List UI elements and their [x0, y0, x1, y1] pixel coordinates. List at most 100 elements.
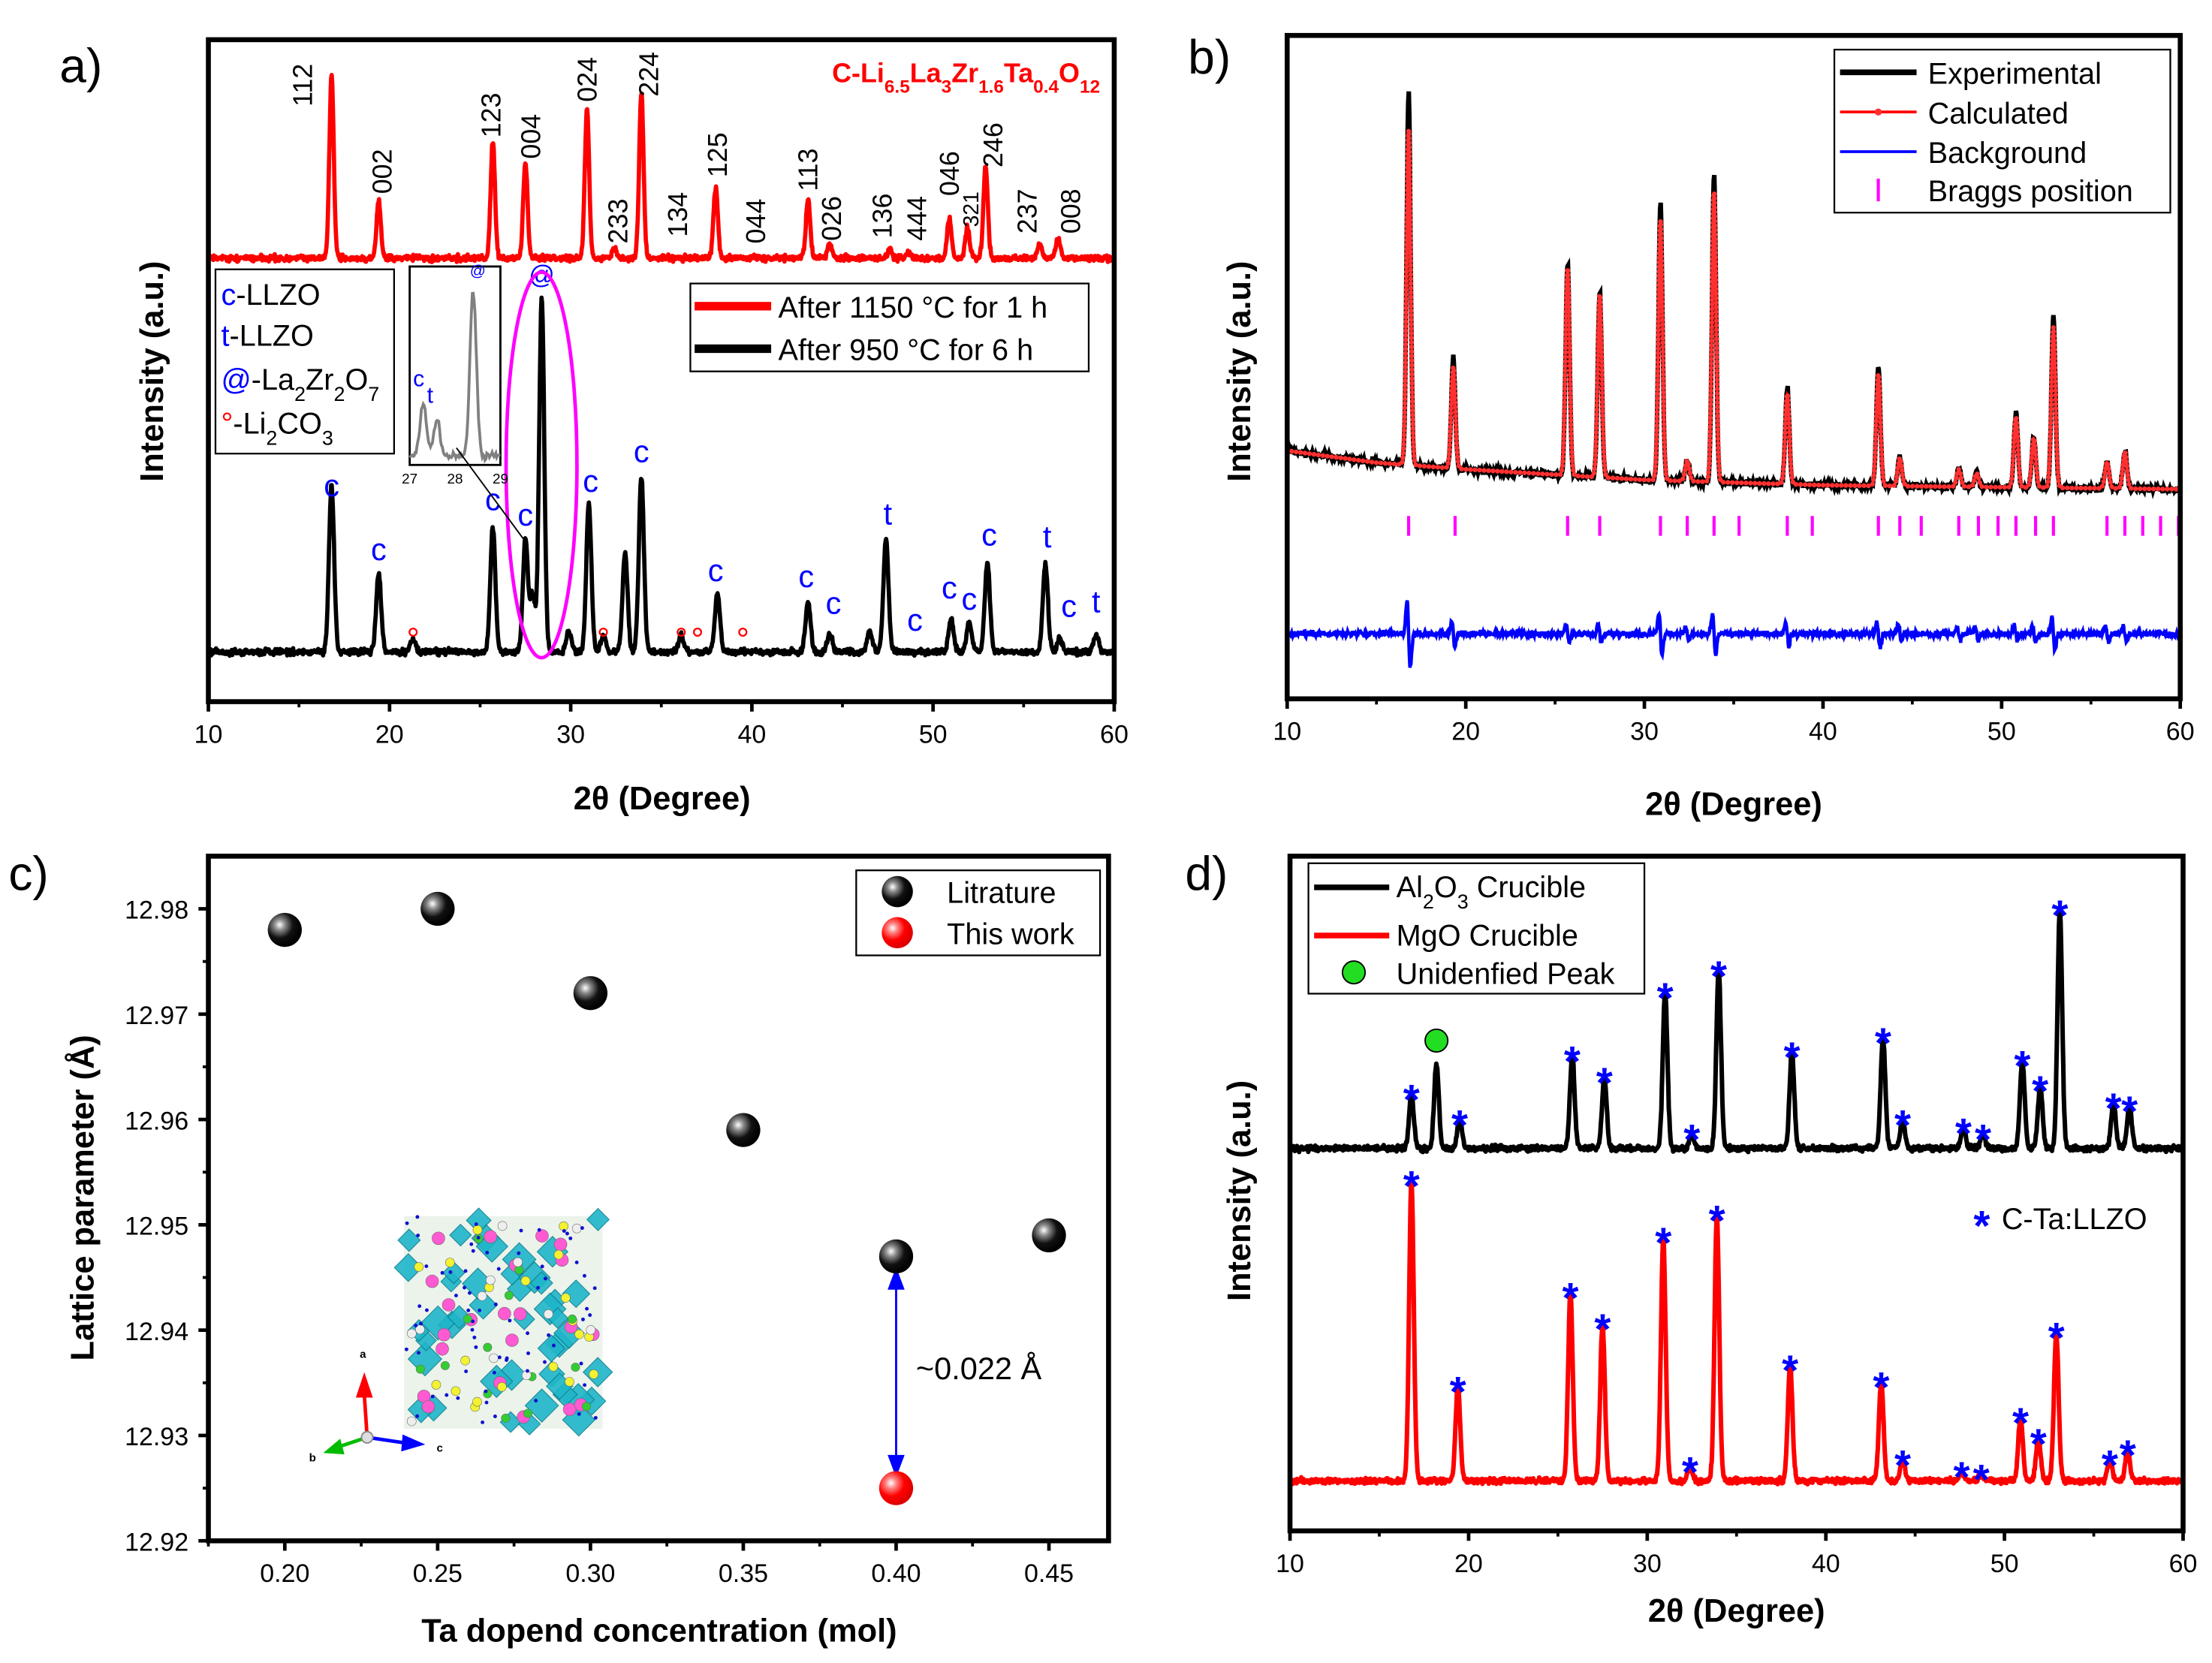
crystal-atom	[484, 1230, 498, 1243]
legend-marker	[1341, 960, 1367, 985]
x-tick-label: 10	[1273, 718, 1301, 746]
x-tick-label: 20	[375, 720, 404, 749]
panel-b-x-title: 2θ (Degree)	[1645, 787, 1822, 823]
axis-a-arrowhead	[355, 1372, 373, 1398]
crystal-oxygen-atom	[414, 1324, 418, 1327]
axis-b-arrowhead	[323, 1439, 345, 1455]
li2co3-marker	[408, 627, 418, 637]
phase-annotation: c	[907, 602, 923, 637]
ta-llzo-peak-marker: *	[2120, 1433, 2136, 1480]
ta-llzo-peak-marker: *	[1657, 975, 1674, 1022]
inset-tick-label: 27	[402, 471, 417, 487]
ta-llzo-peak-marker: *	[1782, 1347, 1798, 1394]
panel-a-xrd-chart: 10 20 30 40 50 60C-Li6.5La3Zr1.6Ta0.4O1211200…	[194, 37, 1129, 749]
phase-annotation: c	[826, 585, 842, 620]
phase-legend-item: c-LLZO	[222, 279, 321, 312]
phase-annotation: @	[529, 261, 554, 289]
crystal-atom	[451, 1386, 461, 1396]
crystal-atom	[562, 1402, 577, 1417]
literature-point	[420, 891, 455, 926]
crystal-atom	[463, 1314, 472, 1324]
crystal-atom	[571, 1223, 582, 1234]
phase-annotation: t	[884, 496, 893, 531]
hkl-label: 044	[741, 199, 771, 244]
ta-llzo-peak-marker: *	[1451, 1102, 1468, 1149]
crystal-polyhedron	[447, 1305, 472, 1330]
crystal-oxygen-atom	[415, 1215, 420, 1219]
text-segment: 3	[322, 427, 333, 450]
legend-label: MgO Crucible	[1397, 919, 1578, 952]
crystal-polyhedron	[553, 1317, 585, 1349]
panel-c-x-title: Ta dopend concentration (mol)	[421, 1613, 897, 1649]
ta-llzo-peak-marker: *	[1873, 1364, 1889, 1411]
crystal-oxygen-atom	[496, 1267, 501, 1271]
crystal-atom	[432, 1231, 445, 1246]
hkl-label: 024	[572, 57, 602, 102]
crystal-oxygen-atom	[416, 1234, 420, 1238]
crystal-oxygen-atom	[568, 1236, 573, 1240]
ta-llzo-peak-marker: *	[1894, 1442, 1911, 1490]
al2o3-crucible-line	[1288, 908, 2185, 1155]
hkl-label: 125	[703, 132, 733, 177]
crystal-atom	[477, 1291, 487, 1301]
hkl-label: 237	[1013, 188, 1043, 233]
crystal-atom	[586, 1325, 596, 1335]
ta-llzo-peak-marker: *	[1955, 1110, 1972, 1158]
x-tick-label: 60	[1100, 720, 1129, 749]
crystal-oxygen-atom	[519, 1228, 523, 1233]
legend: Al2O3 Crucible MgO Crucible Unidenfied Pea…	[1307, 862, 1646, 995]
hkl-label: 008	[1056, 188, 1086, 233]
crystal-atom	[513, 1257, 523, 1267]
x-tick-label: 30	[1633, 1550, 1662, 1578]
composition-title: C-Li6.5La3Zr1.6Ta0.4O12	[832, 59, 1100, 98]
panel-a-y-title: Intensity (a.u.)	[134, 261, 170, 482]
crystal-oxygen-atom	[404, 1347, 408, 1351]
crystal-oxygen-atom	[425, 1308, 429, 1312]
crystal-atom	[483, 1342, 493, 1352]
crystal-oxygen-atom	[417, 1351, 420, 1355]
ta-llzo-peak-marker: *	[2105, 1086, 2122, 1133]
crystal-oxygen-atom	[580, 1226, 584, 1231]
crystal-oxygen-atom	[574, 1260, 579, 1264]
ta-llzo-peak-marker: *	[1563, 1275, 1579, 1322]
text-segment: °	[222, 408, 234, 441]
crystal-oxygen-atom	[456, 1396, 460, 1400]
crystal-oxygen-atom	[547, 1333, 551, 1337]
crystal-atom	[445, 1258, 455, 1267]
crystal-atom	[440, 1360, 450, 1370]
crystal-atom	[548, 1361, 559, 1372]
inset-annotation: t	[427, 384, 434, 408]
text-segment: c	[222, 279, 237, 312]
hkl-label: 321	[959, 191, 983, 227]
text-segment: -LLZO	[230, 320, 314, 353]
crystal-oxygen-atom	[593, 1415, 598, 1420]
crystal-oxygen-atom	[562, 1229, 566, 1233]
crystal-oxygen-atom	[468, 1291, 472, 1295]
ta-llzo-peak-marker: *	[2048, 1315, 2065, 1362]
text-segment: O	[345, 363, 368, 396]
hkl-label: 046	[935, 151, 965, 196]
panel-label-c: c)	[8, 847, 48, 901]
ta-llzo-peak-marker: *	[1975, 1116, 1991, 1164]
text-segment: O	[1059, 59, 1080, 89]
crystal-atom	[504, 1291, 514, 1300]
phase-annotation: c	[324, 468, 339, 503]
legend: Litrature This work	[855, 869, 1101, 957]
crystal-oxygen-atom	[534, 1399, 538, 1403]
crystal-oxygen-atom	[430, 1394, 435, 1399]
phase-annotation: c	[981, 517, 997, 552]
crystal-oxygen-atom	[577, 1411, 581, 1416]
li2co3-marker	[738, 627, 748, 637]
crystal-atom	[437, 1327, 451, 1342]
crystal-oxygen-atom	[470, 1327, 475, 1332]
crystal-oxygen-atom	[472, 1335, 477, 1339]
hkl-label: 004	[517, 114, 547, 159]
crystal-oxygen-atom	[485, 1250, 490, 1255]
text-segment: 3	[1457, 890, 1469, 913]
crystal-atom	[523, 1408, 532, 1418]
crystal-polyhedron	[533, 1292, 567, 1326]
panel-c-y-title: Lattice parameter (Å)	[65, 1035, 101, 1360]
crystal-oxygen-atom	[588, 1313, 592, 1318]
legend-box	[1833, 48, 2171, 214]
